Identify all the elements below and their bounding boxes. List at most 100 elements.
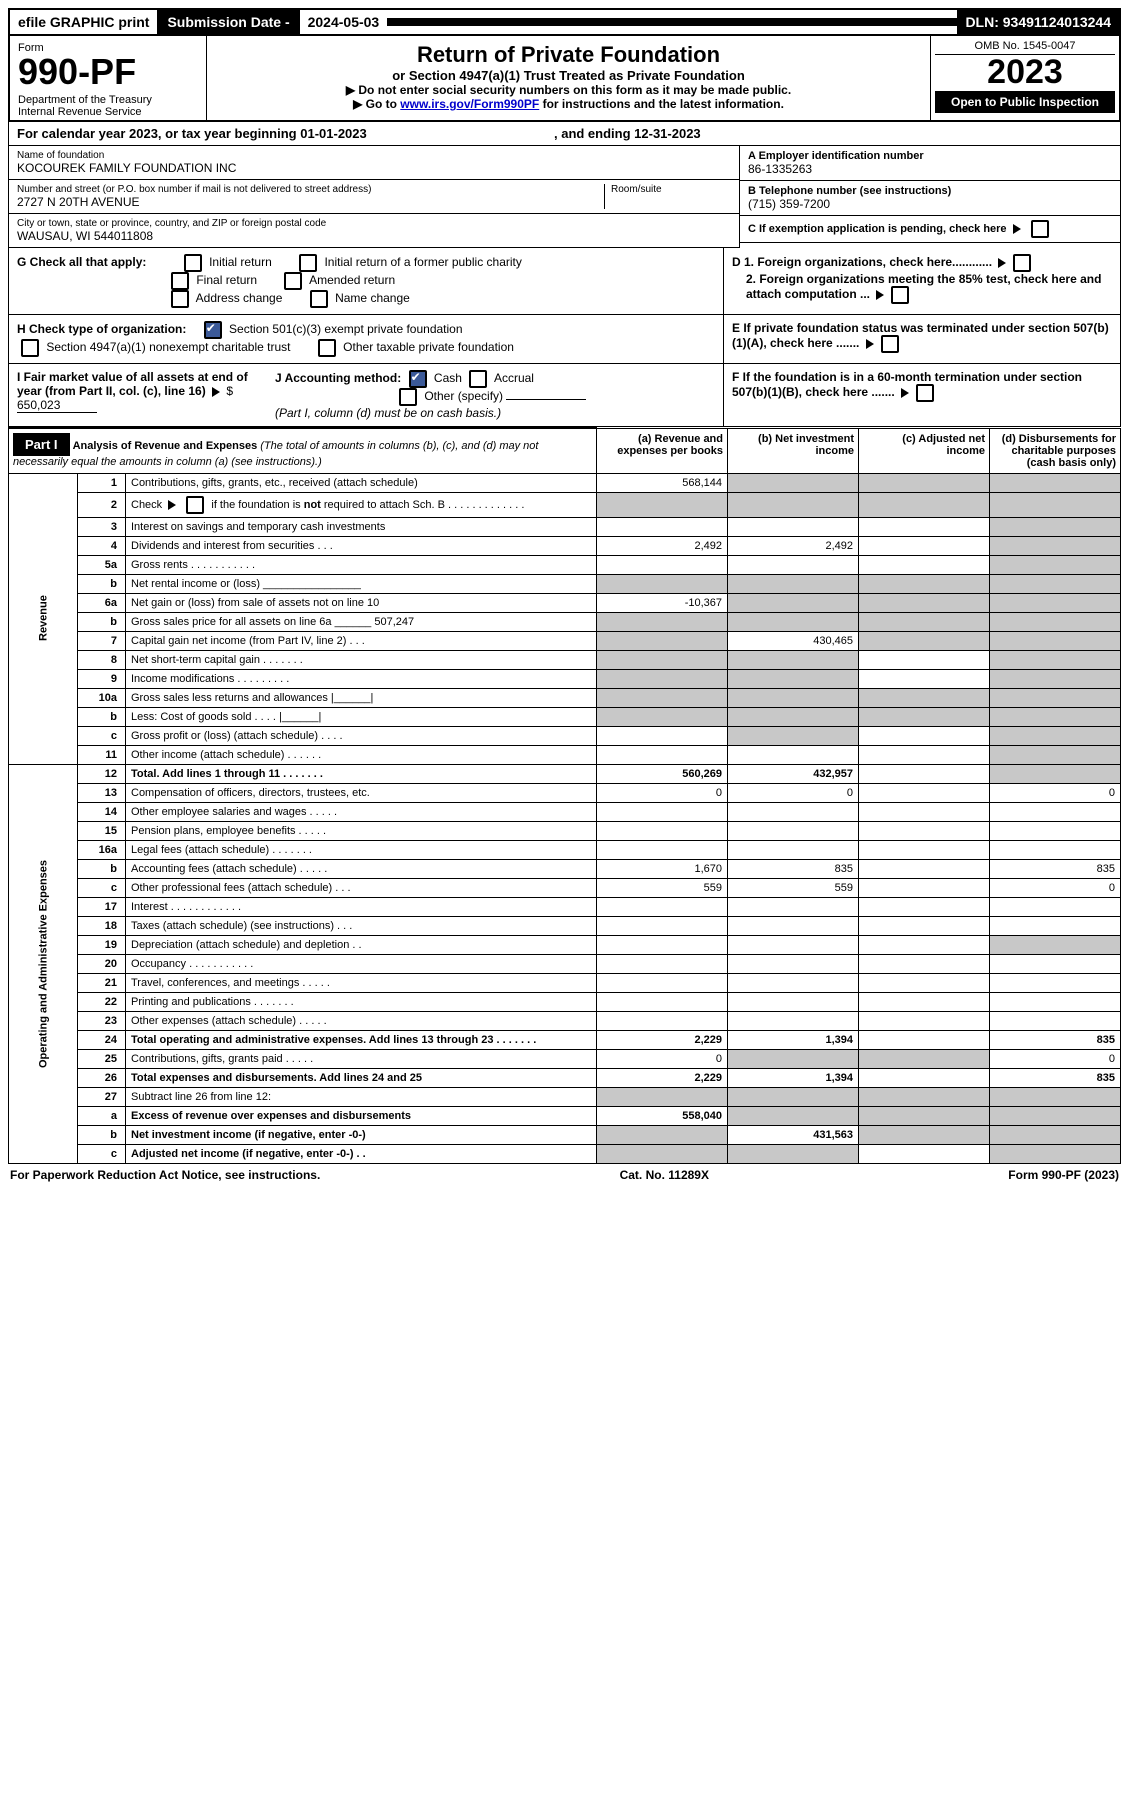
period-end: 12-31-2023	[634, 126, 701, 141]
line-27: 27Subtract line 26 from line 12:	[9, 1087, 1121, 1106]
line-24-col-d: 835	[990, 1030, 1121, 1049]
line-description: Contributions, gifts, grants, etc., rece…	[126, 473, 597, 492]
line-12-col-a: 560,269	[597, 764, 728, 783]
city-label: City or town, state or province, country…	[17, 218, 731, 229]
g-address-change[interactable]	[171, 290, 189, 308]
irs-link[interactable]: www.irs.gov/Form990PF	[400, 97, 539, 111]
d1-label: D 1. Foreign organizations, check here..…	[732, 255, 992, 269]
line-26-col-a: 2,229	[597, 1068, 728, 1087]
top-bar: efile GRAPHIC print Submission Date - 20…	[8, 8, 1121, 36]
j-accrual[interactable]	[469, 370, 487, 388]
line-c-col-b: 559	[728, 878, 859, 897]
efile-label[interactable]: efile GRAPHIC print	[10, 10, 157, 34]
line-7-col-c	[859, 631, 990, 650]
line-b-col-b	[728, 612, 859, 631]
d1-checkbox[interactable]	[1013, 254, 1031, 272]
line-3-col-b	[728, 517, 859, 536]
h-label: H Check type of organization:	[17, 322, 186, 336]
line-21-col-b	[728, 973, 859, 992]
line-b: bNet rental income or (loss) ___________…	[9, 574, 1121, 593]
page-footer: For Paperwork Reduction Act Notice, see …	[8, 1164, 1121, 1186]
line-c-col-c	[859, 1144, 990, 1163]
line-6a-col-d	[990, 593, 1121, 612]
line-number: c	[78, 726, 126, 745]
g-name-change[interactable]	[310, 290, 328, 308]
line-7-col-b: 430,465	[728, 631, 859, 650]
line-b-col-b	[728, 707, 859, 726]
f-checkbox[interactable]	[916, 384, 934, 402]
line-b-col-b	[728, 574, 859, 593]
pra-notice: For Paperwork Reduction Act Notice, see …	[10, 1168, 320, 1182]
line-24-col-c	[859, 1030, 990, 1049]
line-22-col-d	[990, 992, 1121, 1011]
line-24: 24Total operating and administrative exp…	[9, 1030, 1121, 1049]
line-b: bGross sales price for all assets on lin…	[9, 612, 1121, 631]
line-3-col-a	[597, 517, 728, 536]
e-label: E If private foundation status was termi…	[732, 321, 1109, 350]
line-11-col-a	[597, 745, 728, 764]
h-501c3[interactable]	[204, 321, 222, 339]
line-20-col-c	[859, 954, 990, 973]
arrow-icon	[1013, 224, 1021, 234]
line-description: Other income (attach schedule) . . . . .…	[126, 745, 597, 764]
line-description: Taxes (attach schedule) (see instruction…	[126, 916, 597, 935]
line-number: 6a	[78, 593, 126, 612]
line-number: b	[78, 1125, 126, 1144]
g-initial-return-former[interactable]	[299, 254, 317, 272]
line-description: Accounting fees (attach schedule) . . . …	[126, 859, 597, 878]
line-26: 26Total expenses and disbursements. Add …	[9, 1068, 1121, 1087]
line-19-col-a	[597, 935, 728, 954]
line-description: Interest . . . . . . . . . . . .	[126, 897, 597, 916]
line-14-col-a	[597, 802, 728, 821]
line-23-col-a	[597, 1011, 728, 1030]
line-11-col-b	[728, 745, 859, 764]
g-amended-return[interactable]	[284, 272, 302, 290]
j-label: J Accounting method:	[275, 371, 401, 385]
arrow-icon	[876, 290, 884, 300]
cat-no: Cat. No. 11289X	[620, 1168, 709, 1182]
line-15-col-a	[597, 821, 728, 840]
j-cash[interactable]	[409, 370, 427, 388]
line-6a-col-b	[728, 593, 859, 612]
line-2-col-d	[990, 492, 1121, 517]
line-number: 5a	[78, 555, 126, 574]
line-number: 18	[78, 916, 126, 935]
line-12-col-d	[990, 764, 1121, 783]
line-14-col-d	[990, 802, 1121, 821]
h-4947[interactable]	[21, 339, 39, 357]
line-b: bAccounting fees (attach schedule) . . .…	[9, 859, 1121, 878]
line-c-col-c	[859, 878, 990, 897]
line-14-col-b	[728, 802, 859, 821]
line-5a-col-d	[990, 555, 1121, 574]
line-description: Contributions, gifts, grants paid . . . …	[126, 1049, 597, 1068]
g-initial-return[interactable]	[184, 254, 202, 272]
line-5a-col-a	[597, 555, 728, 574]
dln-value: DLN: 93491124013244	[957, 10, 1119, 34]
line-number: 3	[78, 517, 126, 536]
g-final-return[interactable]	[171, 272, 189, 290]
line-description: Excess of revenue over expenses and disb…	[126, 1106, 597, 1125]
line-25-col-a: 0	[597, 1049, 728, 1068]
line-description: Total operating and administrative expen…	[126, 1030, 597, 1049]
line-description: Total. Add lines 1 through 11 . . . . . …	[126, 764, 597, 783]
line-19-col-b	[728, 935, 859, 954]
line-9-col-d	[990, 669, 1121, 688]
d2-checkbox[interactable]	[891, 286, 909, 304]
line-20-col-d	[990, 954, 1121, 973]
line-6a-col-a: -10,367	[597, 593, 728, 612]
part1-table: Part I Analysis of Revenue and Expenses …	[8, 427, 1121, 1164]
e-checkbox[interactable]	[881, 335, 899, 353]
line-5a: 5aGross rents . . . . . . . . . . .	[9, 555, 1121, 574]
arrow-icon	[901, 388, 909, 398]
line-c-col-d: 0	[990, 878, 1121, 897]
form-number: 990-PF	[18, 54, 198, 90]
part1-label: Part I	[13, 433, 70, 456]
h-other-taxable[interactable]	[318, 339, 336, 357]
j-other[interactable]	[399, 388, 417, 406]
line-number: 7	[78, 631, 126, 650]
phone-value: (715) 359-7200	[748, 197, 1112, 211]
line-number: 25	[78, 1049, 126, 1068]
section-g: G Check all that apply: Initial return I…	[8, 248, 1121, 315]
c-checkbox[interactable]	[1031, 220, 1049, 238]
line-4-col-a: 2,492	[597, 536, 728, 555]
